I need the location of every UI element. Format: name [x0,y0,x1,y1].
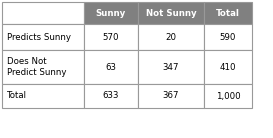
Text: 410: 410 [220,63,236,71]
Text: Does Not
Predict Sunny: Does Not Predict Sunny [7,57,67,77]
Text: 63: 63 [105,63,117,71]
Text: 20: 20 [165,33,177,42]
Text: Total: Total [216,9,240,18]
Bar [138,2,204,24]
Text: Not Sunny: Not Sunny [146,9,196,18]
Bar [2,2,84,24]
Text: 1,000: 1,000 [216,91,240,100]
Text: 367: 367 [163,91,179,100]
Bar [204,24,252,50]
Text: 590: 590 [220,33,236,42]
Text: 570: 570 [103,33,119,42]
Bar [2,24,84,50]
Bar [84,84,138,108]
Bar [138,50,204,84]
Bar [138,84,204,108]
Bar [2,50,84,84]
Bar [2,84,84,108]
Text: 347: 347 [163,63,179,71]
Text: Total: Total [7,91,27,100]
Bar [204,84,252,108]
Bar [204,2,252,24]
Text: 633: 633 [103,91,119,100]
Text: Predicts Sunny: Predicts Sunny [7,33,71,42]
Bar [84,50,138,84]
Bar [84,24,138,50]
Bar [138,24,204,50]
Bar [84,2,138,24]
Bar [204,50,252,84]
Text: Sunny: Sunny [96,9,126,18]
